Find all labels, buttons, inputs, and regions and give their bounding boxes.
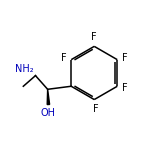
Polygon shape: [47, 89, 50, 105]
Text: NH₂: NH₂: [15, 64, 33, 74]
Text: F: F: [61, 53, 67, 63]
Text: F: F: [122, 83, 128, 93]
Text: F: F: [93, 104, 99, 114]
Text: F: F: [91, 32, 97, 42]
Text: F: F: [122, 53, 128, 63]
Text: OH: OH: [41, 108, 56, 118]
